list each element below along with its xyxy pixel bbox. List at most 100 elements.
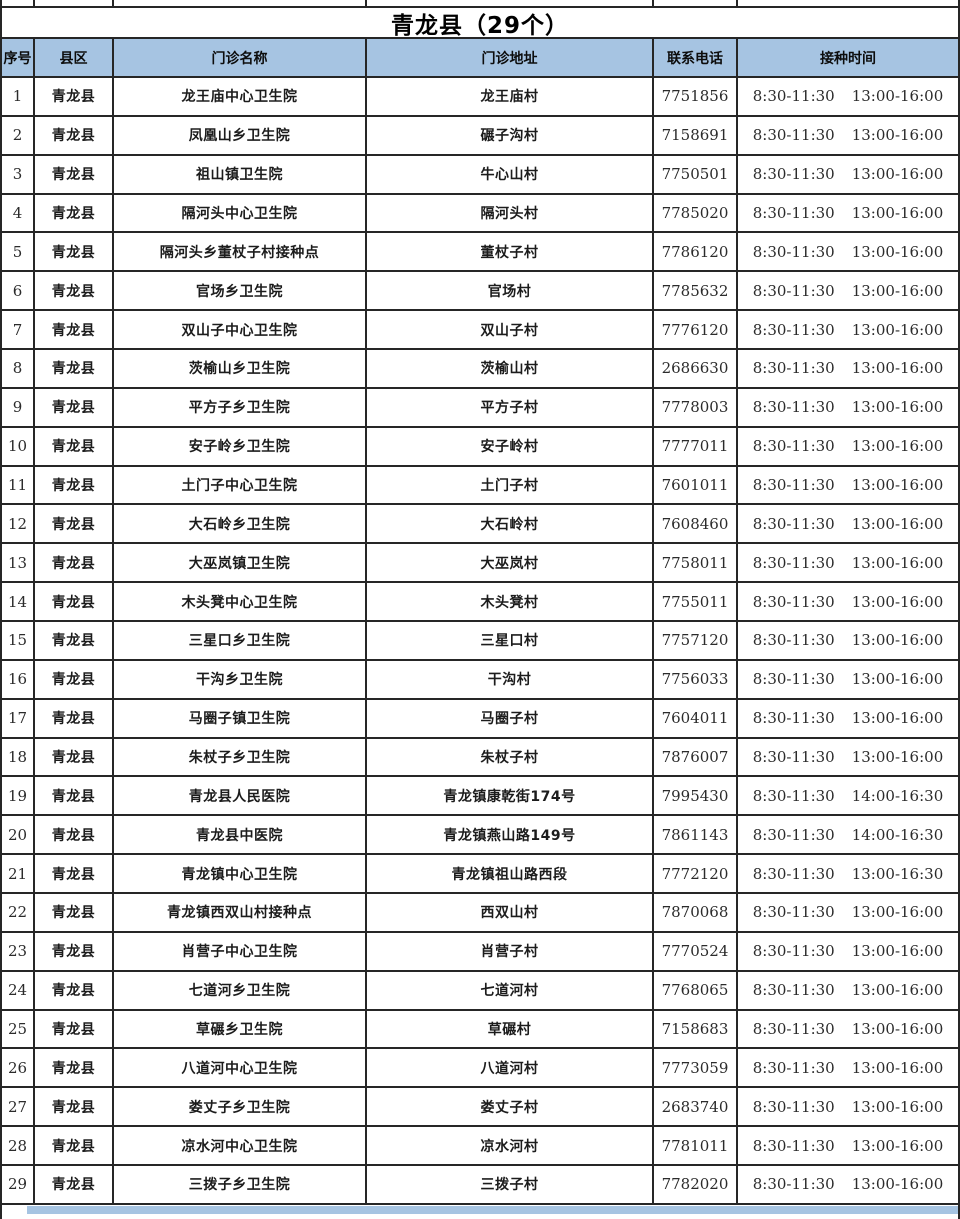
cell-county: 青龙县: [35, 971, 114, 1009]
cell-serial: 15: [2, 622, 35, 659]
cell-phone: 7776120: [654, 311, 738, 349]
time-morning: 8:30-11:30: [752, 476, 835, 495]
cell-time: 8:30-11:30 13:00-16:00: [738, 156, 958, 193]
cell-phone: 7782020: [654, 1166, 738, 1203]
time-afternoon: 13:00-16:00: [851, 320, 944, 339]
cell-serial: 3: [2, 155, 35, 193]
time-morning: 8:30-11:30: [752, 204, 835, 222]
table-row: 25 青龙县 草碾乡卫生院 草碾村 7158683 8:30-11:30 13:…: [2, 1010, 958, 1050]
cell-serial: 22: [2, 894, 35, 931]
cell-phone: 7772120: [654, 855, 738, 893]
table-row: 10 青龙县 安子岭乡卫生院 安子岭村 7777011 8:30-11:30 1…: [2, 427, 958, 467]
table-row: 22 青龙县 青龙镇西双山村接种点 西双山村 7870068 8:30-11:3…: [2, 894, 958, 933]
table-header-row: 序号 县区 门诊名称 门诊地址 联系电话 接种时间: [2, 39, 958, 78]
cell-county: 青龙县: [35, 388, 114, 426]
time-morning: 8:30-11:30: [752, 1058, 835, 1077]
cell-serial: 7: [2, 311, 35, 349]
cell-phone: 7758011: [654, 544, 738, 582]
cell-time: 8:30-11:30 13:00-16:00: [738, 467, 958, 504]
table-row: 2 青龙县 凤凰山乡卫生院 碾子沟村 7158691 8:30-11:30 13…: [2, 116, 958, 156]
time-morning: 8:30-11:30: [752, 631, 835, 650]
cell-serial: 11: [2, 466, 35, 504]
table-body: 1 青龙县 龙王庙中心卫生院 龙王庙村 7751856 8:30-11:30 1…: [2, 78, 958, 1205]
cell-county: 青龙县: [35, 466, 114, 504]
cell-phone: 7773059: [654, 1049, 738, 1087]
cell-clinic-name: 茨榆山乡卫生院: [114, 350, 367, 387]
time-afternoon: 13:00-16:00: [851, 359, 944, 378]
cell-serial: 19: [2, 777, 35, 815]
time-morning: 8:30-11:30: [752, 1020, 835, 1039]
cell-phone: 7750501: [654, 155, 738, 193]
cell-phone: 7785632: [654, 272, 738, 310]
cell-county: 青龙县: [35, 1010, 114, 1048]
cell-address: 木头凳村: [367, 583, 654, 621]
time-morning: 8:30-11:30: [752, 1097, 835, 1116]
header-phone: 联系电话: [654, 39, 738, 76]
cell-time: 8:30-11:30 13:00-16:00: [738, 661, 958, 698]
time-afternoon: 13:00-16:00: [851, 981, 944, 1000]
time-afternoon: 13:00-16:00: [851, 942, 944, 961]
header-clinic-name: 门诊名称: [114, 39, 367, 76]
table-row: 13 青龙县 大巫岚镇卫生院 大巫岚村 7758011 8:30-11:30 1…: [2, 544, 958, 584]
cell-county: 青龙县: [35, 816, 114, 854]
cell-time: 8:30-11:30 13:00-16:00: [738, 583, 958, 620]
cell-time: 8:30-11:30 13:00-16:00: [738, 1049, 958, 1086]
cell-time: 8:30-11:30 13:00-16:30: [738, 855, 958, 892]
table-row: 26 青龙县 八道河中心卫生院 八道河村 7773059 8:30-11:30 …: [2, 1049, 958, 1089]
time-afternoon: 13:00-16:00: [851, 514, 944, 533]
cell-address: 大巫岚村: [367, 544, 654, 582]
cell-clinic-name: 肖营子中心卫生院: [114, 932, 367, 970]
cell-time: 8:30-11:30 13:00-16:00: [738, 739, 958, 776]
cell-serial: 1: [2, 78, 35, 115]
cell-time: 8:30-11:30 13:00-16:00: [738, 1088, 958, 1125]
cell-serial: 18: [2, 738, 35, 776]
cropped-row-top: [2, 0, 958, 8]
time-morning: 8:30-11:30: [752, 87, 835, 106]
time-morning: 8:30-11:30: [752, 126, 835, 145]
cell-county: 青龙县: [35, 544, 114, 582]
header-serial: 序号: [2, 39, 35, 76]
cell-clinic-name: 八道河中心卫生院: [114, 1049, 367, 1087]
section-title-row: 青龙县（29个）: [2, 8, 958, 39]
cell-serial: 23: [2, 932, 35, 970]
cell-serial: 20: [2, 816, 35, 854]
cell-time: 8:30-11:30 13:00-16:00: [738, 1127, 958, 1164]
time-morning: 8:30-11:30: [752, 903, 835, 922]
cell-time: 8:30-11:30 14:00-16:30: [738, 816, 958, 853]
cell-serial: 2: [2, 116, 35, 154]
cell-serial: 12: [2, 505, 35, 543]
cell-clinic-name: 青龙镇西双山村接种点: [114, 894, 367, 931]
cell-phone: 7604011: [654, 699, 738, 737]
cell-county: 青龙县: [35, 894, 114, 931]
cell-phone: 7876007: [654, 738, 738, 776]
cell-clinic-name: 三星口乡卫生院: [114, 622, 367, 659]
time-afternoon: 13:00-16:00: [851, 592, 944, 611]
cell-address: 龙王庙村: [367, 78, 654, 115]
time-afternoon: 13:00-16:00: [851, 1136, 944, 1155]
cell-county: 青龙县: [35, 116, 114, 154]
cell-phone: 7756033: [654, 660, 738, 698]
time-morning: 8:30-11:30: [752, 709, 835, 728]
time-morning: 8:30-11:30: [752, 981, 835, 1000]
time-morning: 8:30-11:30: [752, 825, 835, 844]
table-row: 7 青龙县 双山子中心卫生院 双山子村 7776120 8:30-11:30 1…: [2, 311, 958, 351]
time-morning: 8:30-11:30: [752, 864, 835, 883]
stub-cell: [2, 0, 35, 6]
time-morning: 8:30-11:30: [752, 514, 835, 533]
cell-time: 8:30-11:30 13:00-16:00: [738, 1166, 958, 1203]
cell-serial: 10: [2, 427, 35, 465]
cell-phone: 7608460: [654, 505, 738, 543]
cell-time: 8:30-11:30 13:00-16:00: [738, 350, 958, 387]
table-row: 24 青龙县 七道河乡卫生院 七道河村 7768065 8:30-11:30 1…: [2, 971, 958, 1011]
cell-address: 三拨子村: [367, 1166, 654, 1203]
cell-clinic-name: 木头凳中心卫生院: [114, 583, 367, 621]
cell-county: 青龙县: [35, 350, 114, 387]
cell-address: 官场村: [367, 272, 654, 310]
time-afternoon: 13:00-16:30: [851, 864, 944, 883]
time-morning: 8:30-11:30: [752, 281, 835, 300]
time-morning: 8:30-11:30: [752, 786, 835, 805]
table-row: 20 青龙县 青龙县中医院 青龙镇燕山路149号 7861143 8:30-11…: [2, 816, 958, 856]
table-row: 9 青龙县 平方子乡卫生院 平方子村 7778003 8:30-11:30 13…: [2, 388, 958, 428]
cell-serial: 13: [2, 544, 35, 582]
cell-address: 草碾村: [367, 1010, 654, 1048]
